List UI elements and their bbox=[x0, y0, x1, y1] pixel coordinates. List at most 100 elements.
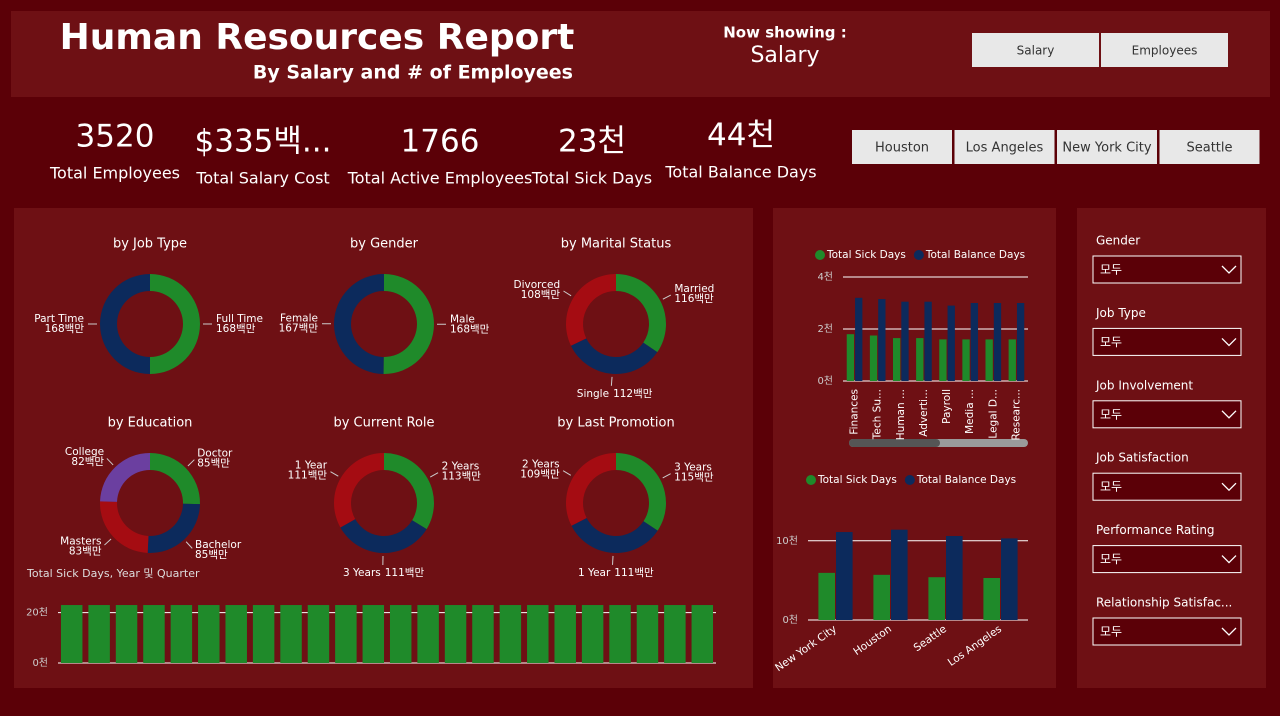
leader-line bbox=[187, 459, 195, 467]
donut-label-value: 111백만 bbox=[614, 567, 654, 579]
filter-dropdown[interactable] bbox=[1092, 472, 1242, 501]
bar bbox=[916, 338, 924, 381]
filter-value[interactable]: 모두 bbox=[1100, 625, 1122, 639]
donut-label-value: 111백만 bbox=[288, 470, 328, 482]
donut-title: by Marital Status bbox=[561, 237, 672, 252]
filter-value[interactable]: 모두 bbox=[1100, 552, 1122, 566]
x-tick-label: Researc... bbox=[1010, 389, 1022, 441]
x-tick-label: Adverti... bbox=[918, 389, 930, 437]
view-button[interactable] bbox=[1101, 33, 1228, 67]
donut-slice bbox=[616, 274, 666, 353]
donut-label-name: Married bbox=[674, 283, 714, 295]
dropdown-chevron[interactable] bbox=[1221, 627, 1237, 636]
leader-line bbox=[563, 290, 572, 297]
donut-label-name: Part Time bbox=[34, 313, 84, 325]
bar bbox=[939, 339, 947, 381]
donut-label-name: 3 Years bbox=[343, 567, 381, 579]
filter-label: Job Satisfaction bbox=[1095, 451, 1189, 465]
bar bbox=[1008, 339, 1016, 381]
legend-label: Total Balance Days bbox=[925, 249, 1025, 261]
x-tick-label: Payroll bbox=[941, 389, 953, 424]
bar bbox=[60, 605, 83, 663]
bar bbox=[198, 605, 220, 663]
filter-dropdown[interactable] bbox=[1092, 400, 1242, 429]
donut-label-value: 111백만 bbox=[385, 567, 425, 579]
kpi-value: $335백... bbox=[195, 124, 332, 160]
donut-slice bbox=[340, 519, 427, 553]
donut-slice bbox=[100, 274, 150, 374]
filter-dropdown[interactable] bbox=[1092, 617, 1242, 646]
donut-slice bbox=[150, 453, 200, 505]
donut-slice bbox=[570, 338, 658, 375]
leader-line bbox=[610, 376, 613, 386]
filter-value[interactable]: 모두 bbox=[1100, 480, 1122, 494]
view-button-label[interactable]: Salary bbox=[1017, 44, 1055, 58]
donut-label-value: 112백만 bbox=[613, 388, 653, 400]
donut-title: by Education bbox=[108, 416, 193, 431]
bar bbox=[691, 605, 714, 663]
donut-slice bbox=[571, 518, 658, 554]
leader-line bbox=[612, 555, 614, 565]
dropdown-chevron[interactable] bbox=[1221, 410, 1237, 419]
bar bbox=[307, 605, 330, 663]
bar bbox=[1016, 303, 1025, 381]
donut-slice bbox=[100, 501, 149, 553]
bar bbox=[928, 577, 945, 620]
report-subtitle: By Salary and # of Employees bbox=[253, 62, 573, 84]
city-button[interactable] bbox=[1057, 130, 1157, 164]
view-button-label[interactable]: Employees bbox=[1132, 44, 1198, 58]
donut-label-name: 2 Years bbox=[522, 459, 560, 471]
dropdown-chevron[interactable] bbox=[1221, 482, 1237, 492]
bar bbox=[527, 605, 549, 663]
chart-title: Total Sick Days, Year 및 Quarter bbox=[26, 567, 200, 580]
kpi-label: Total Active Employees bbox=[347, 169, 533, 188]
dropdown-chevron[interactable] bbox=[1221, 265, 1237, 274]
city-button-label[interactable]: Los Angeles bbox=[966, 141, 1044, 156]
filter-value[interactable]: 모두 bbox=[1100, 263, 1122, 277]
bar bbox=[970, 303, 979, 381]
city-button-label[interactable]: Houston bbox=[875, 141, 929, 156]
view-button[interactable] bbox=[972, 33, 1099, 67]
filter-dropdown[interactable] bbox=[1092, 255, 1242, 284]
donut-slice bbox=[334, 452, 384, 528]
kpi-label: Total Sick Days bbox=[531, 169, 652, 188]
bar bbox=[609, 605, 631, 663]
leader-line bbox=[662, 294, 672, 300]
kpi-label: Total Balance Days bbox=[664, 163, 816, 182]
city-button-label[interactable]: Seattle bbox=[1186, 141, 1232, 156]
leader-line bbox=[662, 473, 671, 479]
donut-slice bbox=[383, 274, 435, 374]
donut-label-value: 167백만 bbox=[279, 323, 319, 335]
filter-label: Gender bbox=[1096, 234, 1140, 248]
dropdown-chevron[interactable] bbox=[1221, 337, 1237, 347]
legend-marker bbox=[815, 250, 825, 260]
leader-line bbox=[429, 472, 439, 478]
city-button[interactable] bbox=[954, 130, 1055, 164]
filter-value[interactable]: 모두 bbox=[1100, 335, 1122, 349]
city-button[interactable] bbox=[852, 130, 952, 164]
legend-label: Total Balance Days bbox=[916, 474, 1016, 486]
y-tick-label: 2천 bbox=[817, 323, 833, 335]
donut-label-name: Full Time bbox=[216, 313, 263, 325]
kpi-value: 23천 bbox=[558, 124, 626, 160]
donut-label-value: 85백만 bbox=[197, 457, 230, 469]
donut-slice bbox=[565, 274, 616, 346]
filter-dropdown[interactable] bbox=[1092, 545, 1242, 574]
dropdown-chevron[interactable] bbox=[1221, 555, 1237, 564]
city-button[interactable] bbox=[1159, 130, 1260, 164]
legend-label: Total Sick Days bbox=[817, 474, 897, 486]
bar bbox=[362, 605, 385, 663]
bar bbox=[947, 305, 955, 381]
scrollbar-thumb[interactable] bbox=[849, 439, 940, 447]
bar bbox=[873, 574, 890, 620]
leader-line bbox=[185, 541, 193, 549]
filter-value[interactable]: 모두 bbox=[1100, 407, 1122, 421]
donut-label-name: Divorced bbox=[513, 279, 560, 291]
donut-label-value: 168백만 bbox=[450, 323, 490, 335]
report-title: Human Resources Report bbox=[60, 17, 575, 58]
donut-label-value: 108백만 bbox=[521, 289, 561, 301]
filter-dropdown[interactable] bbox=[1092, 327, 1242, 356]
city-button-label[interactable]: New York City bbox=[1062, 141, 1151, 156]
bar bbox=[1001, 538, 1018, 620]
